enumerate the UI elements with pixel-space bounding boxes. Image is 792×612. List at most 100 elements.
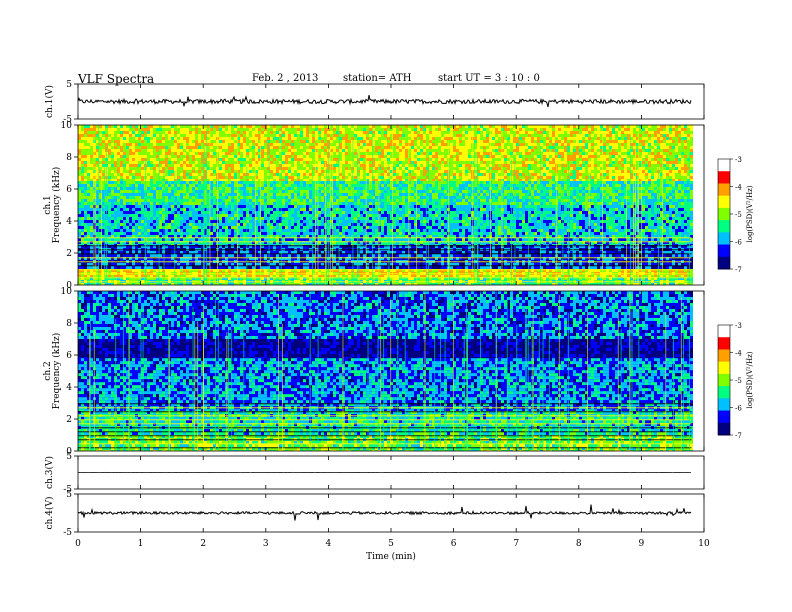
spectrogram-cell — [441, 140, 444, 143]
spectrogram-cell — [396, 187, 399, 190]
spectrogram-cell — [492, 161, 495, 164]
spectrogram-cell — [270, 137, 273, 140]
spectrogram-cell — [138, 131, 141, 134]
spectrogram-cell — [684, 170, 687, 173]
spectrogram-cell — [672, 176, 675, 179]
spectrogram-cell — [312, 152, 315, 155]
spectrogram-cell — [492, 143, 495, 146]
spectrogram-cell — [453, 131, 456, 134]
spectrogram-cell — [339, 176, 342, 179]
spectrogram-cell — [186, 179, 189, 181]
spectrogram-cell — [195, 187, 198, 190]
spectrogram-cell — [597, 176, 600, 179]
spectrogram-cell — [270, 173, 273, 176]
spectrogram-cell — [363, 184, 366, 187]
spectrogram-cell — [321, 167, 324, 170]
spectrogram-cell — [288, 184, 291, 187]
spectrogram-cell — [210, 170, 213, 173]
spectrogram-cell — [237, 131, 240, 134]
spectrogram-cell — [513, 131, 516, 134]
spectrogram-cell — [672, 158, 675, 161]
spectrogram-cell — [501, 193, 504, 196]
spectrogram-cell — [477, 170, 480, 173]
spectrogram-cell — [237, 196, 240, 199]
spectrogram-cell — [267, 143, 270, 146]
spectrogram-cell — [114, 187, 117, 190]
spectrogram-cell — [642, 143, 645, 146]
spectrogram-cell — [513, 146, 516, 149]
spectrogram-cell — [426, 176, 429, 179]
spectrogram-cell — [258, 161, 261, 164]
spectrogram-cell — [501, 158, 504, 161]
spectrogram-cell — [279, 170, 282, 173]
spectrogram-cell — [396, 181, 399, 184]
spectrogram-cell — [195, 152, 198, 155]
spectrogram-cell — [306, 152, 309, 155]
spectrogram-cell — [249, 128, 252, 131]
spectrogram-cell — [279, 190, 282, 193]
spectrogram-cell — [687, 137, 690, 140]
spectrogram-cell — [198, 155, 201, 158]
spectrogram-cell — [540, 164, 543, 167]
spectrogram-cell — [456, 149, 459, 152]
spectrogram-cell — [192, 176, 195, 179]
spectrogram-cell — [483, 152, 486, 155]
spectrogram-cell — [504, 125, 507, 128]
spectrogram-cell — [246, 128, 249, 131]
spectrogram-cell — [141, 184, 144, 187]
spectrogram-cell — [624, 125, 627, 128]
spectrogram-cell — [117, 134, 120, 137]
spectrogram-cell — [672, 134, 675, 137]
spectrogram-cell — [183, 170, 186, 173]
spectrogram-cell — [612, 176, 615, 179]
spectrogram-cell — [294, 170, 297, 173]
spectrogram-cell — [513, 187, 516, 190]
spectrogram-cell — [537, 176, 540, 179]
spectrogram-cell — [498, 143, 501, 146]
spectrogram-cell — [630, 167, 633, 170]
spectrogram-cell — [255, 149, 258, 152]
spectrogram-cell — [336, 128, 339, 131]
spectrogram-cell — [663, 161, 666, 164]
spectrogram-cell — [558, 167, 561, 170]
spectrogram-cell — [438, 179, 441, 181]
spectrogram-cell — [120, 131, 123, 134]
spectrogram-cell — [663, 137, 666, 140]
spectrogram-cell — [252, 170, 255, 173]
spectrogram-cell — [432, 149, 435, 152]
spectrogram-cell — [138, 140, 141, 143]
spectrogram-cell — [582, 164, 585, 167]
spectrogram-cell — [534, 187, 537, 190]
spectrogram-cell — [303, 179, 306, 181]
spectrogram-cell — [297, 193, 300, 196]
spectrogram-cell — [564, 155, 567, 158]
spectrogram-cell — [330, 134, 333, 137]
spectrogram-cell — [525, 164, 528, 167]
spectrogram-cell — [612, 158, 615, 161]
spectrogram-cell — [258, 143, 261, 146]
spectrogram-cell — [501, 190, 504, 193]
spectrogram-cell — [384, 181, 387, 184]
spectrogram-cell — [420, 137, 423, 140]
spectrogram-cell — [264, 152, 267, 155]
spectrogram-cell — [429, 190, 432, 193]
spectrogram-cell — [270, 170, 273, 173]
spectrogram-cell — [618, 179, 621, 181]
spectrogram-cell — [645, 170, 648, 173]
spectrogram-cell — [603, 173, 606, 176]
spectrogram-cell — [321, 170, 324, 173]
spectrogram-cell — [612, 179, 615, 181]
spectrogram-cell — [420, 170, 423, 173]
spectrogram-cell — [462, 131, 465, 134]
spectrogram-cell — [669, 149, 672, 152]
spectrogram-cell — [438, 146, 441, 149]
spectrogram-cell — [282, 190, 285, 193]
spectrogram-cell — [336, 184, 339, 187]
spectrogram-cell — [111, 164, 114, 167]
spectrogram-cell — [165, 152, 168, 155]
spectrogram-cell — [585, 179, 588, 181]
spectrogram-cell — [414, 170, 417, 173]
spectrogram-cell — [612, 164, 615, 167]
spectrogram-cell — [153, 176, 156, 179]
spectrogram-cell — [426, 128, 429, 131]
